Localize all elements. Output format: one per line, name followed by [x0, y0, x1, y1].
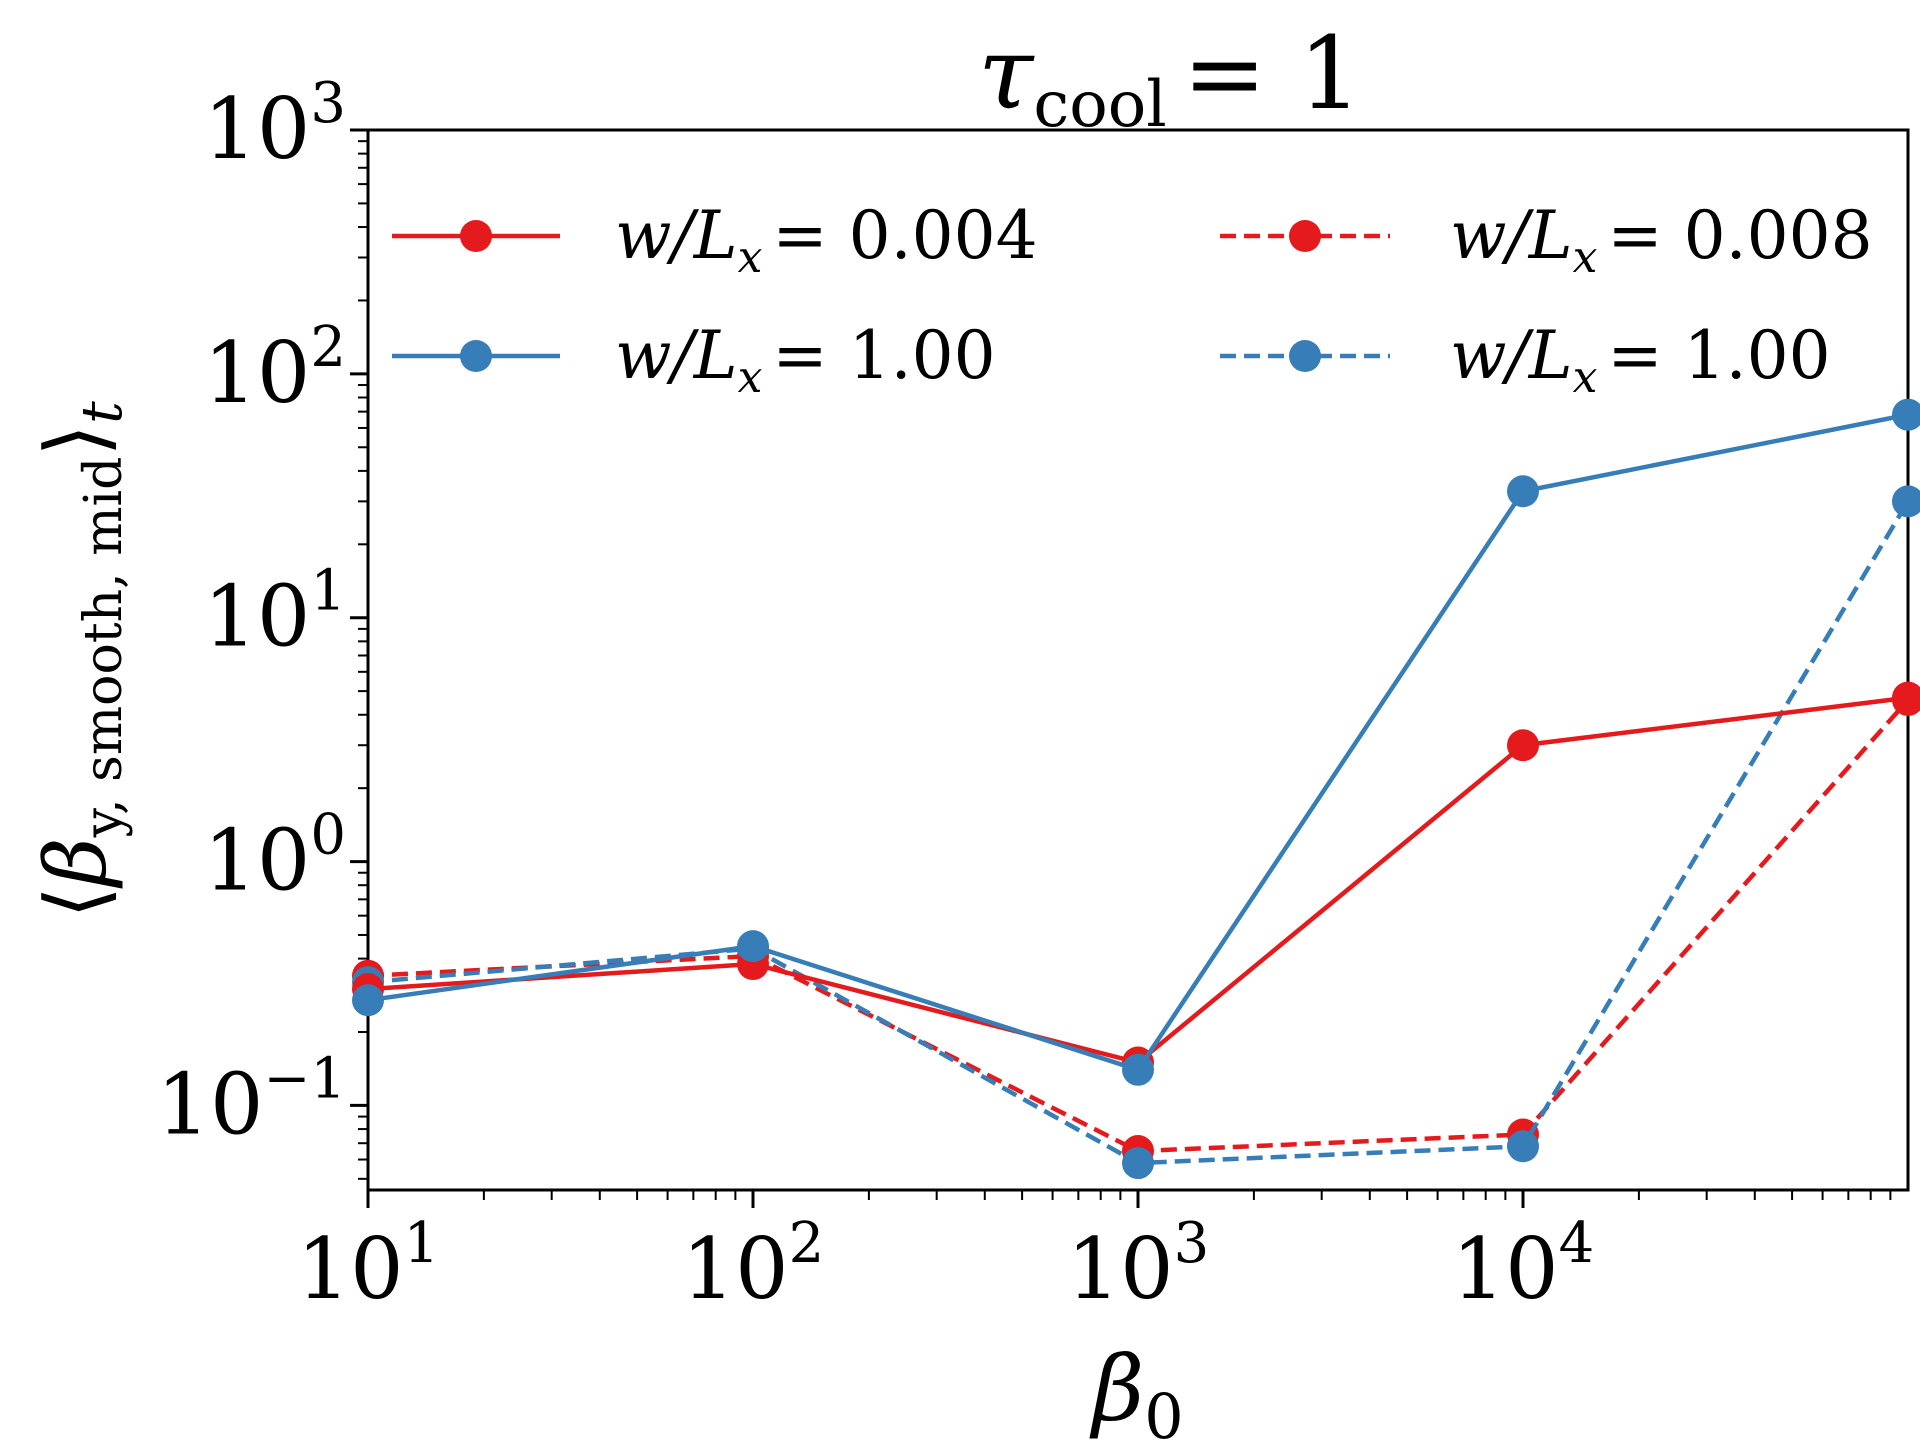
data-point — [352, 984, 384, 1017]
legend-value: = 0.008 — [1607, 197, 1872, 274]
data-point — [1507, 729, 1539, 762]
series-solid-0 — [352, 681, 1920, 1079]
y-tick-base: 10 — [203, 324, 310, 422]
y-tick-label: 100 — [203, 803, 346, 910]
series-solid-1 — [352, 398, 1920, 1086]
legend-var: w/L — [615, 197, 738, 274]
series-line — [367, 412, 1909, 1073]
x-axis-label-symbol: β — [1089, 1337, 1144, 1440]
y-tick-base: 10 — [203, 812, 310, 910]
x-tick-label: 104 — [1452, 1211, 1595, 1318]
legend-entry: w/Lx = 1.00 — [1220, 317, 1831, 403]
y-axis-label-subscript: y, smooth, mid — [74, 457, 134, 839]
legend-sub: x — [738, 352, 763, 403]
legend-var: w/L — [615, 317, 738, 394]
data-point — [1507, 475, 1539, 508]
y-tick-base: 10 — [203, 80, 310, 178]
data-point — [1892, 681, 1920, 714]
x-minor-ticks — [482, 1190, 1892, 1200]
y-axis-label-symbol: β — [27, 837, 125, 889]
legend-sub: x — [1573, 352, 1598, 403]
legend-label: w/Lx = 0.004 — [615, 197, 1038, 283]
legend-sub: x — [1573, 232, 1598, 283]
x-tick-exponent: 1 — [404, 1211, 440, 1276]
legend-marker — [1289, 340, 1321, 372]
data-point — [1892, 485, 1920, 518]
y-tick-label: 10−1 — [157, 1046, 346, 1153]
y-tick-label: 103 — [203, 71, 346, 178]
y-axis-label: ⟨βy, smooth, mid⟩t — [27, 401, 135, 919]
legend-marker — [1289, 220, 1321, 252]
x-major-ticks: 101 102 103 104 — [297, 1190, 1595, 1318]
legend-sub: x — [738, 232, 763, 283]
y-tick-base: 10 — [203, 568, 310, 666]
x-tick-label: 102 — [682, 1211, 825, 1318]
title-rest: = 1 — [1183, 15, 1362, 132]
series-dashed-2 — [352, 683, 1920, 1168]
legend-value: = 1.00 — [772, 317, 995, 394]
x-tick-label: 103 — [1067, 1211, 1210, 1318]
y-tick-base: 10 — [157, 1055, 264, 1153]
legend-label: w/Lx = 0.008 — [1450, 197, 1873, 283]
legend-entry: w/Lx = 0.008 — [1220, 197, 1873, 283]
title-symbol: τ — [978, 15, 1035, 132]
legend-marker — [460, 340, 492, 372]
legend-marker — [460, 220, 492, 252]
data-point — [737, 930, 769, 963]
x-tick-base: 10 — [297, 1220, 404, 1318]
legend-label: w/Lx = 1.00 — [1450, 317, 1831, 403]
legend-var: w/L — [1450, 317, 1573, 394]
x-axis-label-subscript: 0 — [1144, 1380, 1183, 1440]
series-line — [367, 695, 1909, 1065]
x-tick-base: 10 — [682, 1220, 789, 1318]
x-tick-label: 101 — [297, 1211, 440, 1318]
y-minor-ticks — [358, 140, 368, 1180]
y-tick-exponent: 2 — [310, 315, 346, 380]
y-tick-exponent: −1 — [263, 1046, 346, 1111]
x-tick-base: 10 — [1067, 1220, 1174, 1318]
y-tick-exponent: 0 — [310, 803, 346, 868]
y-tick-exponent: 3 — [310, 71, 346, 136]
data-point — [1892, 398, 1920, 431]
data-point — [1122, 1147, 1154, 1180]
x-tick-base: 10 — [1452, 1220, 1559, 1318]
y-tick-exponent: 1 — [310, 559, 346, 624]
y-tick-label: 102 — [203, 315, 346, 422]
y-tick-label: 101 — [203, 559, 346, 666]
series-layer — [352, 398, 1920, 1180]
y-axis-label-outer-subscript: t — [70, 401, 135, 424]
legend-var: w/L — [1450, 197, 1573, 274]
chart-title: τcool = 1 — [978, 15, 1362, 142]
legend-value: = 1.00 — [1607, 317, 1830, 394]
x-tick-exponent: 3 — [1174, 1211, 1210, 1276]
x-axis-label: β0 — [1089, 1337, 1183, 1440]
y-axis-label-open: ⟨ — [27, 886, 125, 919]
legend-entry: w/Lx = 1.00 — [392, 317, 996, 403]
legend-value: = 0.004 — [772, 197, 1037, 274]
data-point — [1122, 1053, 1154, 1086]
legend-label: w/Lx = 1.00 — [615, 317, 996, 403]
plot-frame — [366, 128, 1910, 1192]
y-axis-label-close: ⟩ — [27, 424, 125, 457]
legend-entry: w/Lx = 0.004 — [392, 197, 1038, 283]
x-tick-exponent: 2 — [789, 1211, 825, 1276]
data-point — [1507, 1130, 1539, 1163]
x-tick-exponent: 4 — [1559, 1211, 1595, 1276]
